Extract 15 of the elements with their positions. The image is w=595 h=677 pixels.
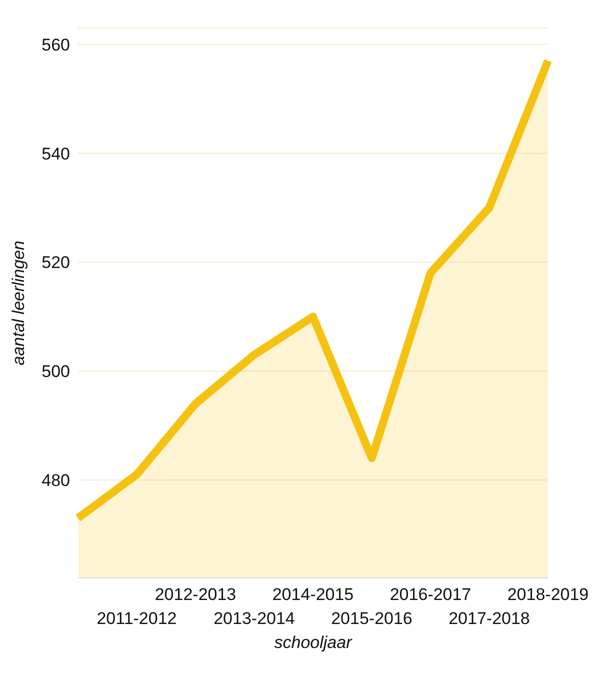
y-tick-label: 560 xyxy=(42,35,70,54)
x-tick-label: 2011-2012 xyxy=(96,609,177,628)
x-tick-label: 2016-2017 xyxy=(390,585,472,604)
x-tick-label: 2015-2016 xyxy=(331,609,412,628)
x-tick-label: 2012-2013 xyxy=(154,585,236,604)
x-tick-label: 2013-2014 xyxy=(214,609,295,628)
y-tick-label: 480 xyxy=(42,471,70,490)
y-axis-title: aantal leerlingen xyxy=(9,240,28,366)
x-tick-label: 2018-2019 xyxy=(507,585,589,604)
y-tick-label: 520 xyxy=(42,253,70,272)
x-tick-label: 2014-2015 xyxy=(272,585,354,604)
x-axis-title: schooljaar xyxy=(274,633,354,652)
x-tick-label: 2017-2018 xyxy=(448,609,530,628)
y-tick-label: 500 xyxy=(42,362,70,382)
y-tick-label: 540 xyxy=(42,144,70,164)
